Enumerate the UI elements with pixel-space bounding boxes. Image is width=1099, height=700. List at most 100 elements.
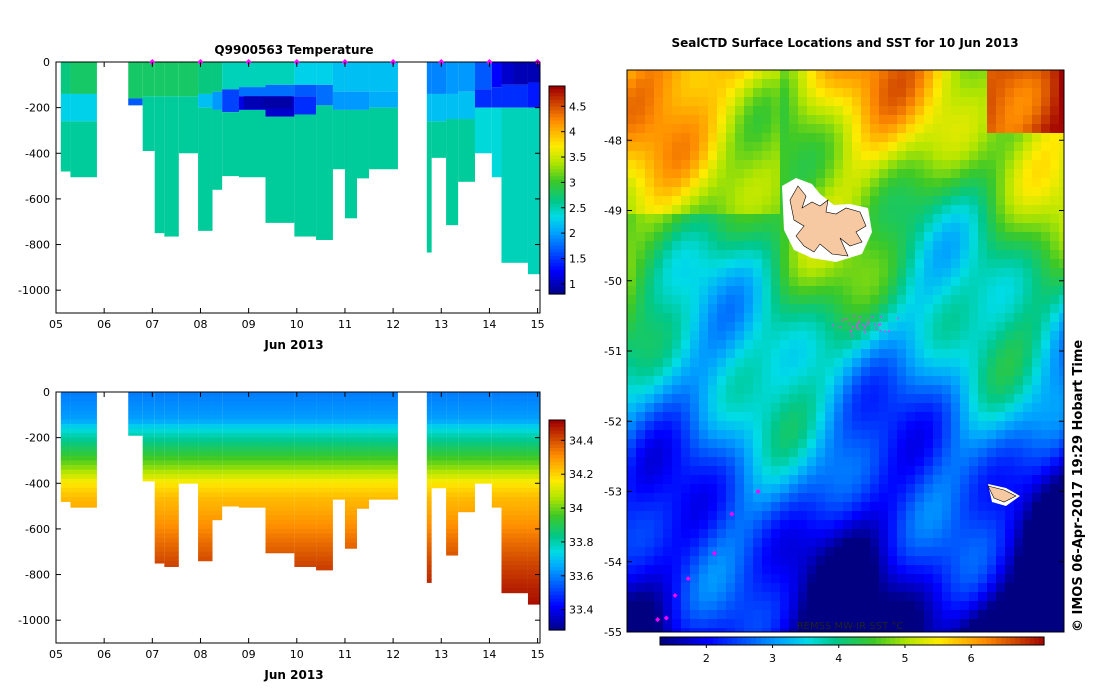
sst-cell (672, 196, 682, 206)
sst-cell (690, 340, 700, 350)
sst-cell (1014, 286, 1024, 296)
sst-cell (798, 448, 808, 458)
sst-cell (681, 322, 691, 332)
sst-cell (726, 556, 736, 566)
sst-cell (645, 196, 655, 206)
salinity-cell (356, 396, 370, 402)
sst-cell (906, 277, 916, 287)
sst-cell (807, 448, 817, 458)
sst-cell (1005, 394, 1015, 404)
sst-cell (906, 196, 916, 206)
sst-cell (771, 385, 781, 395)
sst-cell (654, 313, 664, 323)
sst-cell (780, 484, 790, 494)
salinity-cell (154, 487, 165, 493)
sst-cell (915, 592, 925, 602)
sst-cell (735, 115, 745, 125)
sst-cell (1005, 223, 1015, 233)
sst-cell (870, 628, 880, 632)
sst-cell (897, 169, 907, 179)
track-point (711, 550, 717, 556)
sst-cell (915, 124, 925, 134)
sst-cell (672, 403, 682, 413)
sst-cell (1041, 232, 1051, 242)
sst-cell (1059, 529, 1064, 539)
sst-cell (807, 124, 817, 134)
salinity-cell (513, 487, 528, 493)
sst-cell (726, 232, 736, 242)
sst-cell (897, 313, 907, 323)
salinity-cell (513, 528, 528, 534)
sst-cell (681, 385, 691, 395)
sst-cell (708, 367, 718, 377)
sst-cell (987, 457, 997, 467)
sst-cell (636, 79, 646, 89)
sst-cell (924, 583, 934, 593)
sst-cell (924, 412, 934, 422)
salinity-cell (70, 437, 97, 443)
sst-cell (816, 610, 826, 620)
sst-cell (834, 502, 844, 512)
sst-cell (825, 574, 835, 584)
sst-cell (978, 232, 988, 242)
sst-cell (636, 349, 646, 359)
sst-cell (663, 628, 673, 632)
salinity-cell (356, 392, 370, 397)
sst-cell (627, 115, 637, 125)
sst-cell (789, 295, 799, 305)
sst-cell (636, 619, 646, 629)
sst-cell (978, 241, 988, 251)
salinity-cell (265, 410, 295, 416)
sst-cell (852, 115, 862, 125)
colorbar-swatch (549, 203, 565, 208)
sst-cell (645, 601, 655, 611)
salinity-cell (356, 501, 370, 507)
salinity-cell (294, 465, 317, 470)
salinity-cell (332, 460, 345, 466)
sst-cell (1059, 511, 1064, 521)
sst-cell (708, 295, 718, 305)
sst-cell (780, 628, 790, 632)
sst-cell (870, 583, 880, 593)
sst-cell (942, 349, 952, 359)
salinity-cell (458, 506, 475, 512)
sst-cell (996, 133, 1006, 143)
salinity-cell (513, 560, 528, 566)
sst-cell (771, 583, 781, 593)
sst-cell (627, 556, 637, 566)
sst-cell (636, 223, 646, 233)
salinity-cell (426, 396, 432, 402)
sst-cell (690, 358, 700, 368)
sst-cell (933, 223, 943, 233)
sst-cell (753, 250, 763, 260)
sst-cell (888, 214, 898, 224)
sst-cell (807, 475, 817, 485)
colorbar-swatch (549, 423, 565, 428)
sst-cell (942, 376, 952, 386)
sst-cell (663, 349, 673, 359)
salinity-cell (458, 478, 475, 484)
sst-cell (879, 547, 889, 557)
sst-cell (699, 88, 709, 98)
sst-cell (825, 286, 835, 296)
sst-cell (1023, 304, 1033, 314)
sst-cell (1059, 115, 1064, 125)
colorbar-swatch (549, 196, 565, 201)
salinity-cell (239, 506, 266, 508)
sst-cell (645, 259, 655, 269)
sst-cell (825, 421, 835, 431)
sst-cell (663, 421, 673, 431)
sst-cell (699, 529, 709, 539)
salinity-cell (527, 533, 540, 539)
sst-cell (1005, 484, 1015, 494)
salinity-cell (527, 501, 540, 507)
sst-cell (915, 403, 925, 413)
sst-cell (762, 367, 772, 377)
sst-cell (807, 70, 817, 80)
sst-cell (672, 583, 682, 593)
sst-cell (1023, 493, 1033, 503)
sst-cell (825, 358, 835, 368)
sst-cell (888, 376, 898, 386)
salinity-cell (142, 478, 155, 482)
salinity-cell (491, 465, 502, 470)
